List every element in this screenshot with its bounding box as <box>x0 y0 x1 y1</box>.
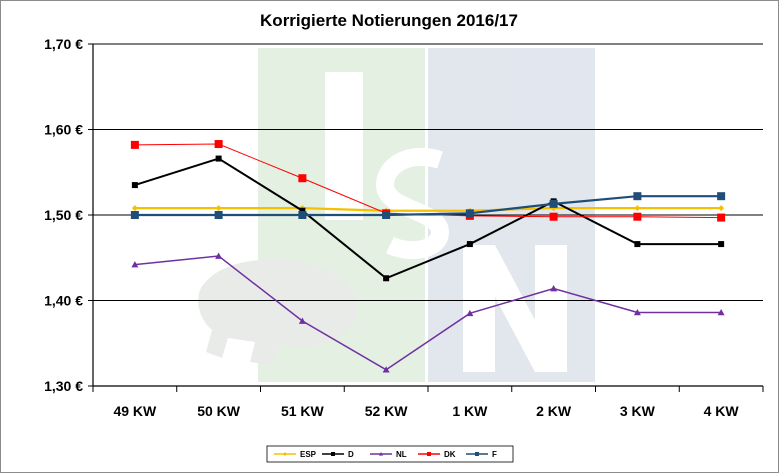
data-point-dk <box>633 212 642 221</box>
data-point-dk <box>298 174 307 183</box>
series-layer <box>130 140 726 373</box>
legend-marker-dk <box>427 452 431 456</box>
x-tick-label: 2 KW <box>536 403 572 419</box>
data-point-nl <box>382 366 390 373</box>
data-point-f <box>382 211 391 219</box>
series-nl <box>131 252 725 373</box>
data-point-nl <box>131 261 139 268</box>
legend-item-f: F <box>466 450 497 459</box>
axes <box>88 43 764 392</box>
data-point-f <box>298 211 307 219</box>
series-line-f <box>134 195 722 217</box>
series-line-esp <box>134 207 722 212</box>
data-point-nl <box>633 308 641 316</box>
data-point-dk <box>717 213 726 222</box>
x-tick-label: 4 KW <box>704 403 740 419</box>
data-point-d <box>383 275 390 282</box>
watermark-logo <box>198 48 595 382</box>
data-point-dk <box>130 140 139 149</box>
data-point-f <box>633 192 642 201</box>
series-f <box>130 192 726 219</box>
data-point-d <box>299 207 306 214</box>
data-point-d <box>131 182 138 189</box>
y-tick-label: 1,50 € <box>44 207 83 223</box>
x-tick-label: 51 KW <box>281 403 325 419</box>
legend-label-f: F <box>492 450 497 459</box>
data-point-nl <box>466 309 474 317</box>
x-tick-label: 52 KW <box>365 403 409 419</box>
series-line-d <box>134 157 722 280</box>
data-point-d <box>466 241 473 248</box>
x-axis-ticks: 49 KW 50 KW 51 KW 52 KW 1 KW 2 KW 3 KW 4 KW <box>113 403 739 419</box>
legend-marker-d <box>331 452 335 456</box>
legend-item-dk: DK <box>418 450 456 459</box>
data-point-d <box>634 241 641 248</box>
data-point-nl <box>717 308 725 316</box>
data-point-nl <box>215 252 223 259</box>
legend-item-esp: ESP <box>274 450 317 459</box>
legend-item-d: D <box>322 450 354 459</box>
legend-item-nl: NL <box>370 450 407 459</box>
legend-label-esp: ESP <box>300 450 317 459</box>
y-tick-label: 1,60 € <box>44 122 83 138</box>
legend-marker-nl <box>379 452 383 456</box>
y-tick-label: 1,30 € <box>44 378 83 394</box>
x-tick-label: 50 KW <box>197 403 241 419</box>
data-point-esp <box>718 205 725 212</box>
data-point-d <box>215 155 222 162</box>
data-point-dk <box>214 140 223 149</box>
data-point-nl <box>298 317 306 324</box>
data-point-f <box>717 192 726 201</box>
data-point-nl <box>550 285 558 292</box>
legend: ESP D NL DK F <box>266 445 514 463</box>
data-point-f <box>130 211 139 219</box>
chart-title: Korrigierte Notierungen 2016/17 <box>260 11 518 30</box>
data-point-esp <box>131 205 138 212</box>
y-tick-label: 1,40 € <box>44 293 83 309</box>
data-point-esp <box>634 205 641 212</box>
data-point-f <box>549 199 558 208</box>
x-tick-label: 49 KW <box>113 403 157 419</box>
legend-marker-f <box>475 452 479 456</box>
y-tick-label: 1,70 € <box>44 36 83 52</box>
legend-label-nl: NL <box>396 450 407 459</box>
data-point-f <box>214 211 223 219</box>
data-point-d <box>718 241 725 248</box>
data-point-f <box>465 209 474 218</box>
y-axis-ticks: 1,30 € 1,40 € 1,50 € 1,60 € 1,70 € <box>44 36 83 394</box>
data-point-esp <box>215 205 222 212</box>
legend-label-dk: DK <box>444 450 456 459</box>
x-tick-label: 3 KW <box>620 403 656 419</box>
x-tick-label: 1 KW <box>452 403 488 419</box>
series-line-nl <box>134 255 722 371</box>
legend-label-d: D <box>348 450 354 459</box>
legend-marker-esp <box>283 452 287 456</box>
data-point-dk <box>549 212 558 221</box>
